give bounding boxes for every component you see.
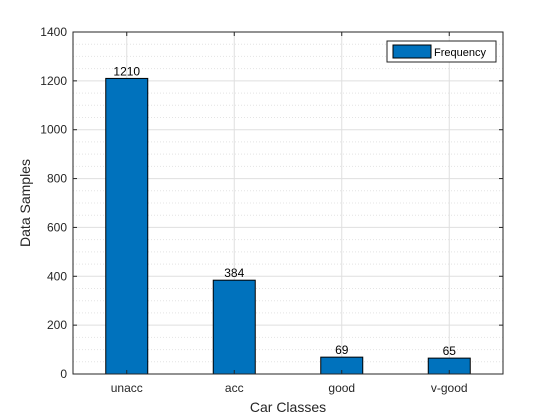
y-tick-label: 1400 [40, 25, 67, 39]
data-label: 1210 [113, 64, 140, 78]
data-label: 384 [224, 266, 244, 280]
y-tick-label: 1000 [40, 123, 67, 137]
x-tick-label: acc [225, 381, 244, 395]
y-tick-label: 200 [47, 318, 67, 332]
data-label: 65 [443, 344, 457, 358]
bar-acc [212, 279, 256, 375]
x-tick-label: v-good [431, 381, 468, 395]
x-tick-label: good [328, 381, 355, 395]
y-tick-label: 1200 [40, 74, 67, 88]
y-tick-label: 600 [47, 220, 67, 234]
bars [105, 77, 471, 375]
legend-swatch [392, 44, 432, 59]
y-axis-title: Data Samples [17, 159, 33, 247]
plot-frame [72, 31, 504, 375]
y-tick-label: 0 [60, 367, 67, 381]
legend: Frequency [386, 40, 497, 63]
legend-label: Frequency [434, 47, 486, 59]
y-tick-label: 800 [47, 172, 67, 186]
y-tick-label: 400 [47, 269, 67, 283]
data-label: 69 [335, 343, 349, 357]
x-tick-label: unacc [111, 381, 143, 395]
data-labels: 1210 384 69 65 [113, 64, 456, 358]
bar-unacc [105, 77, 149, 375]
x-axis-title: Car Classes [250, 399, 326, 415]
axis-ticks: 0 200 400 600 800 1000 1200 1400 unacc acc good v-g… [40, 25, 503, 395]
